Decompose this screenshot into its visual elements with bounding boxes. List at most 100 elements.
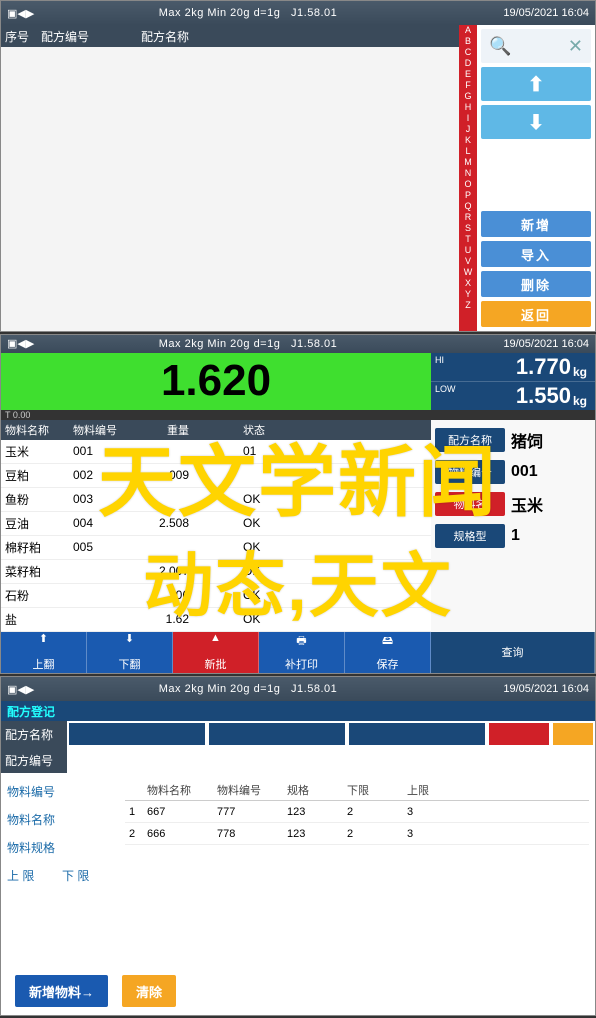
lower-limit-label: 下 限 <box>62 867 117 884</box>
alpha-P[interactable]: P <box>459 190 477 201</box>
table-row[interactable]: 盐1.62OK <box>1 608 431 632</box>
arrow-down-icon: ⬇ <box>528 110 545 135</box>
mat-name-val: 玉米 <box>511 492 543 516</box>
recipe-name-label: 配方名称 <box>1 721 67 747</box>
recipe-list-body[interactable] <box>1 47 459 331</box>
reprint-button[interactable]: 🖶补打印 <box>259 632 345 673</box>
upper-limit-label: 上 限 <box>7 867 62 884</box>
col-recipe-name: 配方名称 <box>141 28 189 45</box>
side-actions: 🔍 ✕ ⬆ ⬇ 新增 导入 删除 返回 <box>477 25 595 331</box>
alpha-H[interactable]: H <box>459 102 477 113</box>
recipe-list-screen: ▣◀▶ Max 2kg Min 20g d=1g J1.58.01 19/05/… <box>0 0 596 332</box>
page-down-button[interactable]: ⬇下翻 <box>87 632 173 673</box>
back-button[interactable]: 返回 <box>481 301 591 327</box>
bottom-toolbar: ⬆上翻 ⬇下翻 ▲新批 🖶补打印 🖴保存 查询 <box>1 632 595 673</box>
close-icon[interactable]: ✕ <box>568 36 583 57</box>
new-button[interactable]: 新增 <box>481 211 591 237</box>
hi-limit: HI 1.770kg <box>431 353 595 381</box>
alpha-N[interactable]: N <box>459 168 477 179</box>
table-row[interactable]: 棉籽粕005OK <box>1 536 431 560</box>
header-datetime: 19/05/2021 16:04 <box>459 338 589 350</box>
alpha-I[interactable]: I <box>459 113 477 124</box>
header-bar: ▣◀▶ Max 2kg Min 20g d=1g J1.58.01 19/05/… <box>1 1 595 25</box>
header-bar: ▣◀▶ Max 2kg Min 20g d=1g J1.58.01 19/05/… <box>1 335 595 353</box>
limits-panel: HI 1.770kg LOW 1.550kg <box>431 353 595 410</box>
recipe-name-key: 配方名称 <box>435 428 505 452</box>
alpha-B[interactable]: B <box>459 36 477 47</box>
alpha-R[interactable]: R <box>459 212 477 223</box>
recipe-code-field[interactable] <box>67 747 595 773</box>
alpha-W[interactable]: W <box>459 267 477 278</box>
alpha-O[interactable]: O <box>459 179 477 190</box>
field-action-orange[interactable] <box>553 723 593 745</box>
import-button[interactable]: 导入 <box>481 241 591 267</box>
alpha-G[interactable]: G <box>459 91 477 102</box>
table-row[interactable]: 266677812323 <box>125 823 589 845</box>
alpha-T[interactable]: T <box>459 234 477 245</box>
nav-down-button[interactable]: ⬇ <box>481 105 591 139</box>
alpha-E[interactable]: E <box>459 69 477 80</box>
alpha-A[interactable]: A <box>459 25 477 36</box>
alpha-Q[interactable]: Q <box>459 201 477 212</box>
weighing-screen: ▣◀▶ Max 2kg Min 20g d=1g J1.58.01 19/05/… <box>0 334 596 674</box>
header-spec: Max 2kg Min 20g d=1g J1.58.01 <box>37 7 459 19</box>
add-material-button[interactable]: 新增物料→ <box>15 975 108 1007</box>
recipe-register-screen: ▣◀▶ Max 2kg Min 20g d=1g J1.58.01 19/05/… <box>0 676 596 1016</box>
table-row[interactable]: 玉米00101 <box>1 440 431 464</box>
stack-icon: ▲ <box>210 632 221 654</box>
nav-up-button[interactable]: ⬆ <box>481 67 591 101</box>
alpha-S[interactable]: S <box>459 223 477 234</box>
alpha-D[interactable]: D <box>459 58 477 69</box>
alpha-F[interactable]: F <box>459 80 477 91</box>
mat-code-label: 物料编号 <box>7 783 63 800</box>
header-left-icon: ▣◀▶ <box>7 683 37 696</box>
header-spec: Max 2kg Min 20g d=1g J1.58.01 <box>37 338 459 350</box>
col-weight: 重量 <box>139 422 239 438</box>
field-action-red[interactable] <box>489 723 549 745</box>
alpha-V[interactable]: V <box>459 256 477 267</box>
hi-value: 1.770 <box>516 354 571 380</box>
col-recipe-code: 配方编号 <box>41 28 141 45</box>
col-material-code: 物料编号 <box>69 422 139 438</box>
recipe-name-field[interactable] <box>67 721 595 747</box>
new-batch-button[interactable]: ▲新批 <box>173 632 259 673</box>
info-panel: 配方名称猪饲 物料编号001 物料名玉米 规格型1 <box>431 420 595 632</box>
search-box[interactable]: 🔍 ✕ <box>481 29 591 63</box>
alpha-C[interactable]: C <box>459 47 477 58</box>
alpha-Z[interactable]: Z <box>459 300 477 311</box>
screen-title: 配方登记 <box>1 701 595 721</box>
alpha-M[interactable]: M <box>459 157 477 168</box>
header-left-icon: ▣◀▶ <box>7 7 37 20</box>
alpha-index[interactable]: ABCDEFGHIJKLMNOPQRSTUVWXYZ <box>459 25 477 331</box>
table-row[interactable]: 豆粕002.009 <box>1 464 431 488</box>
query-button[interactable]: 查询 <box>431 632 595 673</box>
tcol-mat-code: 物料编号 <box>213 782 283 798</box>
low-limit: LOW 1.550kg <box>431 381 595 410</box>
spec-key: 规格型 <box>435 524 505 548</box>
table-row[interactable]: 豆油0042.508OK <box>1 512 431 536</box>
alpha-J[interactable]: J <box>459 124 477 135</box>
tare-status: T 0.00 <box>1 410 595 420</box>
table-row[interactable]: 石粉.306OK <box>1 584 431 608</box>
col-seq: 序号 <box>1 28 41 45</box>
delete-button[interactable]: 删除 <box>481 271 591 297</box>
alpha-U[interactable]: U <box>459 245 477 256</box>
table-row[interactable]: 鱼粉003OK <box>1 488 431 512</box>
header-spec: Max 2kg Min 20g d=1g J1.58.01 <box>37 683 459 695</box>
mat-spec-label: 物料规格 <box>7 839 63 856</box>
alpha-X[interactable]: X <box>459 278 477 289</box>
alpha-Y[interactable]: Y <box>459 289 477 300</box>
table-row[interactable]: 菜籽粕2.007OK <box>1 560 431 584</box>
col-material-name: 物料名称 <box>1 422 69 438</box>
hi-label: HI <box>435 355 444 365</box>
page-up-button[interactable]: ⬆上翻 <box>1 632 87 673</box>
header-datetime: 19/05/2021 16:04 <box>459 7 589 19</box>
alpha-L[interactable]: L <box>459 146 477 157</box>
mat-code-val: 001 <box>511 463 538 481</box>
material-edit-panel: 物料编号 物料名称 物料规格 上 限 下 限 <box>7 779 117 961</box>
table-row[interactable]: 166777712323 <box>125 801 589 823</box>
tcol-lower: 下限 <box>343 782 403 798</box>
save-button[interactable]: 🖴保存 <box>345 632 431 673</box>
clear-button[interactable]: 清除 <box>122 975 176 1007</box>
alpha-K[interactable]: K <box>459 135 477 146</box>
